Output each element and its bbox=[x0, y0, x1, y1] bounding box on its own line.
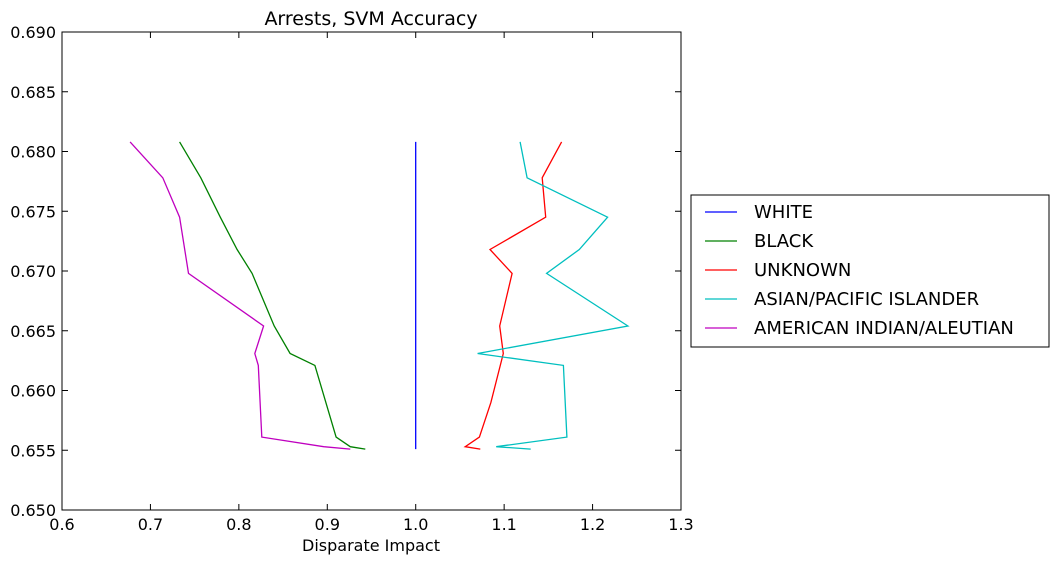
x-tick-label: 0.8 bbox=[226, 515, 251, 534]
legend-label: ASIAN/PACIFIC ISLANDER bbox=[754, 289, 979, 310]
x-tick-label: 1.1 bbox=[491, 515, 516, 534]
y-tick-label: 0.670 bbox=[10, 262, 56, 281]
legend-label: UNKNOWN bbox=[754, 260, 851, 281]
legend-box bbox=[690, 194, 1050, 348]
legend-items: WHITE BLACK UNKNOWN ASIAN/PACIFIC ISLANDER A… bbox=[705, 202, 1014, 339]
x-tick-label: 0.6 bbox=[49, 515, 74, 534]
y-tick-label: 0.680 bbox=[10, 143, 56, 162]
x-tick-label: 1.3 bbox=[668, 515, 693, 534]
x-tick-label: 0.7 bbox=[138, 515, 163, 534]
series-line-american-indian-aleutian bbox=[129, 141, 351, 450]
y-tick-label: 0.675 bbox=[10, 202, 56, 221]
x-axis-label: Disparate Impact bbox=[302, 536, 440, 555]
plot-lines bbox=[129, 141, 630, 450]
y-tick-label: 0.655 bbox=[10, 441, 56, 460]
legend: WHITE BLACK UNKNOWN ASIAN/PACIFIC ISLANDER A… bbox=[690, 194, 1050, 348]
x-tick-label: 1.0 bbox=[403, 515, 428, 534]
y-tick-label: 0.685 bbox=[10, 83, 56, 102]
series-line-black bbox=[179, 141, 366, 450]
y-tick-label: 0.690 bbox=[10, 23, 56, 42]
chart-title: Arrests, SVM Accuracy bbox=[264, 8, 477, 30]
legend-label: AMERICAN INDIAN/ALEUTIAN bbox=[754, 318, 1014, 339]
y-tick-label: 0.660 bbox=[10, 382, 56, 401]
legend-label: WHITE bbox=[754, 202, 813, 223]
x-tick-label: 0.9 bbox=[315, 515, 340, 534]
x-tick-label: 1.2 bbox=[580, 515, 605, 534]
y-tick-label: 0.650 bbox=[10, 501, 56, 520]
legend-label: BLACK bbox=[754, 231, 814, 252]
y-tick-label: 0.665 bbox=[10, 322, 56, 341]
series-line-asian-pacific-islander bbox=[477, 141, 630, 450]
series-line-unknown bbox=[463, 141, 563, 450]
tick-labels: 0.6 0.7 0.8 0.9 1.0 1.1 1.2 1.3 0.650 0.655 0.660 0… bbox=[10, 23, 694, 534]
plot-frame bbox=[61, 31, 682, 511]
